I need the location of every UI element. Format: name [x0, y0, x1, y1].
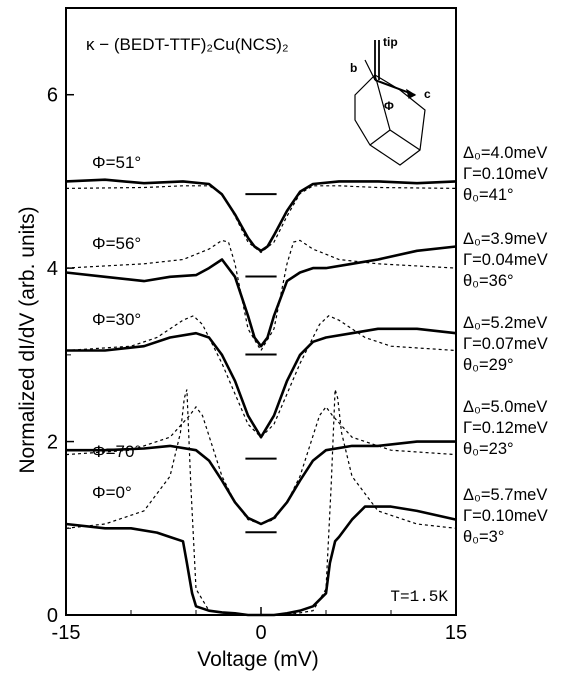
theory-curve: [65, 239, 457, 352]
series-param: Γ=0.07meV: [463, 335, 548, 353]
series-label: Φ=51°: [92, 153, 141, 172]
series-param: θ₀=3°: [463, 528, 504, 546]
x-tick-label: 15: [445, 622, 467, 644]
curve-layer: [65, 178, 457, 617]
y-tick-label: 4: [47, 258, 58, 280]
series-label: Φ=70°: [92, 442, 141, 461]
experiment-curve: [66, 327, 457, 439]
crystal-inset: [354, 40, 426, 166]
label-layer: κ − (BEDT-TTF)₂Cu(NCS)₂ b c tip Φ T=1.5K Φ=51°…: [86, 35, 548, 606]
inset-label: Φ: [384, 99, 394, 113]
y-tick-label: 2: [47, 432, 58, 454]
series-label: Φ=30°: [92, 310, 141, 329]
inset-label: b: [350, 61, 357, 75]
series-param: θ₀=36°: [463, 272, 514, 290]
series-param: Δ₀=4.0meV: [463, 144, 547, 162]
series-param: Δ₀=5.0meV: [463, 398, 547, 416]
x-axis-label: Voltage (mV): [197, 648, 319, 671]
series-param: Γ=0.10meV: [463, 507, 548, 525]
series-param: Δ₀=5.2meV: [463, 314, 547, 332]
series-param: Γ=0.10meV: [463, 165, 548, 183]
y-axis-label: Normalized dI/dV (arb. units): [16, 206, 39, 474]
inset-label: tip: [383, 35, 398, 49]
series-param: θ₀=23°: [463, 440, 514, 458]
experiment-curve: [66, 440, 456, 526]
x-tick-label: 0: [255, 622, 266, 644]
series-param: Γ=0.04meV: [463, 251, 548, 269]
x-tick-label: -15: [52, 622, 81, 644]
series-param: θ₀=41°: [463, 186, 514, 204]
temperature-annotation: T=1.5K: [390, 588, 448, 606]
theory-curve: [65, 185, 457, 254]
series-param: Δ₀=5.7meV: [463, 486, 547, 504]
y-tick-label: 0: [47, 605, 58, 627]
series-label: Φ=0°: [92, 483, 132, 502]
experiment-curve: [65, 178, 457, 253]
series-param: Γ=0.12meV: [463, 419, 548, 437]
theory-curve: [65, 315, 457, 439]
theory-curve: [65, 389, 457, 616]
series-label: Φ=56°: [92, 234, 141, 253]
experiment-curve: [65, 505, 457, 617]
series-param: Δ₀=3.9meV: [463, 230, 547, 248]
chart-title: κ − (BEDT-TTF)₂Cu(NCS)₂: [86, 35, 289, 54]
series-param: θ₀=29°: [463, 356, 514, 374]
inset-label: c: [424, 87, 431, 101]
experiment-curve: [65, 245, 457, 348]
y-tick-label: 6: [47, 85, 58, 107]
